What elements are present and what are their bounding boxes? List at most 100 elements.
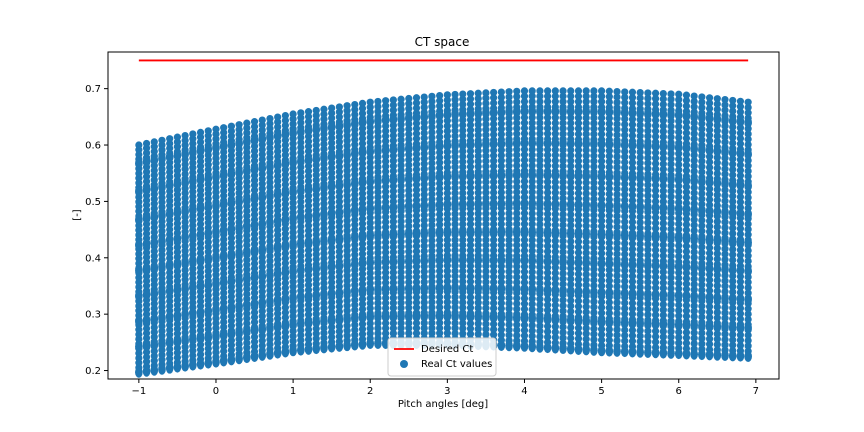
scatter-point (567, 87, 575, 95)
scatter-point (520, 226, 529, 238)
scatter-point (335, 253, 343, 261)
scatter-point (490, 125, 498, 133)
scatter-point (451, 220, 459, 228)
scatter-point (459, 324, 467, 333)
scatter-point (389, 310, 398, 322)
scatter-point (289, 212, 297, 224)
scatter-point (520, 268, 529, 276)
scatter-point (328, 109, 336, 117)
x-axis-label: Pitch angles [deg] (398, 399, 488, 410)
scatter-point (605, 287, 614, 299)
scatter-point (428, 103, 436, 111)
scatter-point (358, 300, 367, 308)
scatter-point (644, 89, 652, 97)
scatter-point (304, 251, 313, 259)
scatter-point (497, 198, 506, 210)
scatter-point (374, 299, 382, 307)
scatter-point (189, 307, 197, 319)
scatter-point (196, 358, 205, 370)
scatter-point (497, 236, 505, 244)
scatter-point (351, 105, 359, 114)
scatter-point (297, 311, 305, 320)
scatter-point (705, 320, 714, 332)
scatter-point (212, 252, 220, 264)
scatter-point (682, 91, 691, 99)
scatter-point (304, 137, 313, 145)
scatter-point (628, 317, 637, 329)
scatter-point (266, 190, 274, 202)
scatter-point (358, 215, 367, 223)
scatter-point (243, 325, 251, 337)
scatter-point (574, 315, 583, 327)
scatter-point (382, 223, 390, 231)
scatter-point (459, 189, 467, 197)
scatter-point (505, 311, 513, 323)
scatter-point (497, 294, 505, 302)
scatter-point (297, 178, 305, 186)
scatter-point (304, 167, 313, 175)
scatter-point (459, 303, 467, 312)
scatter-point (428, 164, 436, 173)
scatter-point (173, 284, 182, 296)
scatter-point (443, 310, 452, 322)
scatter-point (335, 198, 343, 206)
scatter-point (343, 259, 351, 271)
scatter-point (690, 92, 698, 100)
scatter-point (420, 200, 429, 212)
scatter-point (459, 90, 467, 98)
scatter-point (667, 289, 675, 301)
scatter-point (420, 329, 428, 337)
scatter-point (497, 273, 505, 281)
scatter-point (158, 235, 166, 247)
scatter-point (474, 226, 483, 238)
scatter-point (382, 193, 390, 201)
scatter-point (412, 173, 421, 185)
scatter-point (420, 129, 428, 137)
scatter-point (189, 282, 197, 294)
scatter-point (173, 150, 182, 162)
scatter-point (458, 254, 467, 266)
scatter-point (605, 345, 614, 357)
scatter-point (343, 340, 351, 352)
scatter-point (435, 282, 444, 294)
scatter-point (497, 183, 505, 191)
scatter-point (219, 198, 228, 210)
scatter-point (374, 188, 382, 196)
scatter-point (428, 92, 436, 100)
scatter-point (443, 101, 451, 109)
scatter-point (189, 146, 197, 158)
scatter-point (428, 293, 436, 301)
scatter-point (250, 245, 259, 257)
scatter-point (320, 165, 328, 173)
scatter-point (358, 147, 367, 159)
scatter-point (566, 285, 575, 297)
scatter-point (250, 350, 259, 362)
scatter-point (150, 339, 159, 351)
scatter-point (335, 307, 343, 316)
scatter-point (428, 255, 436, 267)
scatter-point (459, 267, 467, 275)
scatter-point (219, 169, 228, 181)
scatter-point (667, 90, 675, 98)
scatter-point (335, 228, 343, 236)
scatter-point (436, 210, 444, 218)
scatter-point (428, 199, 436, 211)
scatter-point (428, 236, 436, 245)
scatter-point (382, 188, 390, 196)
scatter-point (412, 142, 421, 154)
scatter-point (196, 306, 205, 318)
scatter-point (474, 304, 482, 312)
scatter-point (505, 273, 513, 281)
scatter-point (482, 89, 490, 97)
scatter-point (482, 131, 490, 139)
scatter-point (443, 254, 452, 266)
scatter-point (235, 121, 243, 129)
scatter-point (351, 271, 359, 279)
scatter-points (135, 87, 752, 378)
scatter-point (736, 265, 745, 277)
scatter-point (389, 213, 397, 221)
scatter-point (520, 326, 529, 334)
scatter-point (605, 229, 614, 241)
scatter-point (351, 204, 359, 216)
scatter-point (320, 309, 328, 317)
